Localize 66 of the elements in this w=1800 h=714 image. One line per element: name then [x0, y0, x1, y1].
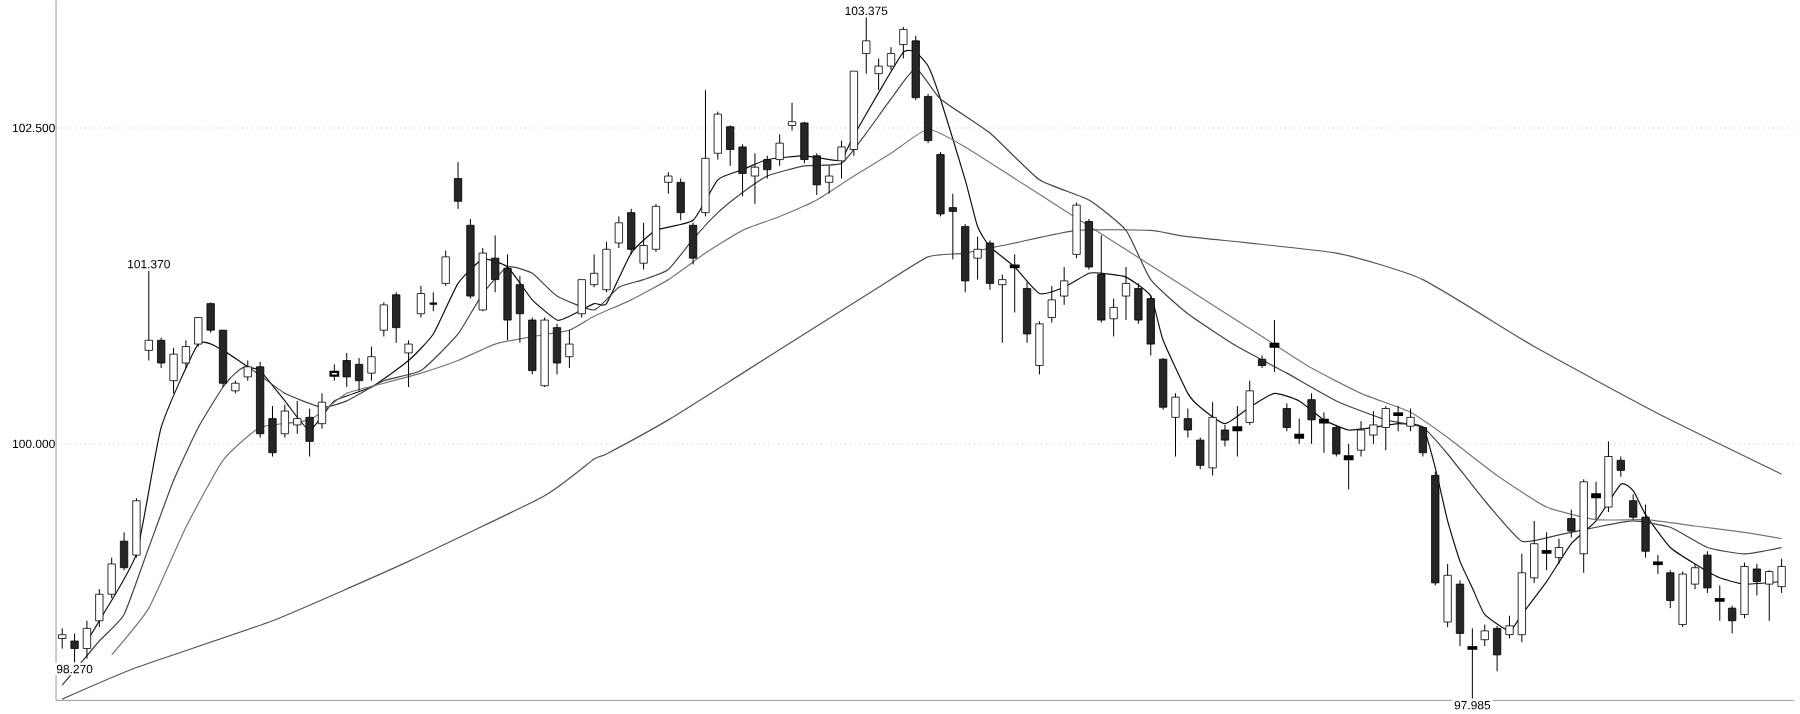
candlestick — [565, 329, 574, 369]
candlestick — [1257, 354, 1267, 369]
candlestick — [1406, 407, 1415, 432]
candlestick — [1752, 563, 1761, 596]
candlestick — [1009, 253, 1020, 313]
candlestick — [825, 165, 834, 195]
candlestick — [1245, 380, 1254, 426]
candlestick — [1690, 563, 1700, 590]
candlestick — [317, 392, 327, 430]
candlestick — [1294, 417, 1305, 445]
candlestick — [1282, 402, 1291, 432]
candlestick — [1356, 420, 1366, 457]
candlestick — [1269, 319, 1280, 373]
candlestick — [441, 249, 450, 287]
candlestick — [1480, 623, 1489, 647]
candlestick — [713, 110, 722, 160]
candlestick — [453, 161, 463, 210]
candlestick — [119, 531, 129, 571]
candlestick — [1467, 627, 1478, 699]
candlestick — [577, 278, 586, 318]
line-series — [61, 228, 1783, 700]
candlestick — [1121, 266, 1131, 321]
candlestick — [392, 291, 401, 344]
candlestick — [416, 285, 426, 318]
candlestick — [1035, 320, 1044, 375]
candlestick — [590, 253, 599, 288]
candlestick — [515, 275, 525, 344]
candlestick — [1183, 407, 1192, 438]
candlestick — [1171, 392, 1180, 457]
candlestick — [404, 339, 413, 388]
candlestick — [787, 102, 797, 131]
candlestick — [354, 357, 364, 392]
candlestick — [379, 301, 388, 337]
candlestick — [70, 632, 79, 663]
candlestick — [1084, 218, 1094, 270]
candlestick — [1343, 443, 1354, 490]
candlestick — [181, 339, 191, 369]
candlestick — [886, 46, 896, 71]
candlestick — [614, 215, 623, 249]
candlestick — [1418, 425, 1428, 457]
candlestick — [998, 273, 1007, 344]
candlestick — [268, 405, 277, 457]
candlestick — [651, 203, 661, 253]
candlestick — [280, 404, 289, 438]
candlestick — [1047, 285, 1056, 323]
candlestick — [367, 345, 376, 382]
candlestick — [1332, 424, 1341, 457]
candlestick — [1653, 554, 1663, 575]
candlestick — [1703, 550, 1712, 594]
candlestick — [985, 239, 995, 291]
line-series — [111, 128, 1783, 656]
candlestick — [1060, 266, 1069, 306]
candlestick — [874, 57, 883, 91]
candlestick — [1714, 584, 1725, 622]
candlestick — [602, 241, 611, 293]
candlestick — [923, 93, 933, 144]
candlestick — [750, 152, 760, 205]
candlestick — [82, 620, 92, 659]
candlestick — [688, 222, 698, 265]
candlestick — [1022, 281, 1032, 344]
candlestick — [1493, 625, 1502, 672]
candlestick — [862, 16, 871, 74]
candlestick — [552, 323, 562, 375]
candlestick — [837, 139, 846, 179]
candlestick — [58, 627, 67, 649]
candlestick — [243, 359, 252, 382]
